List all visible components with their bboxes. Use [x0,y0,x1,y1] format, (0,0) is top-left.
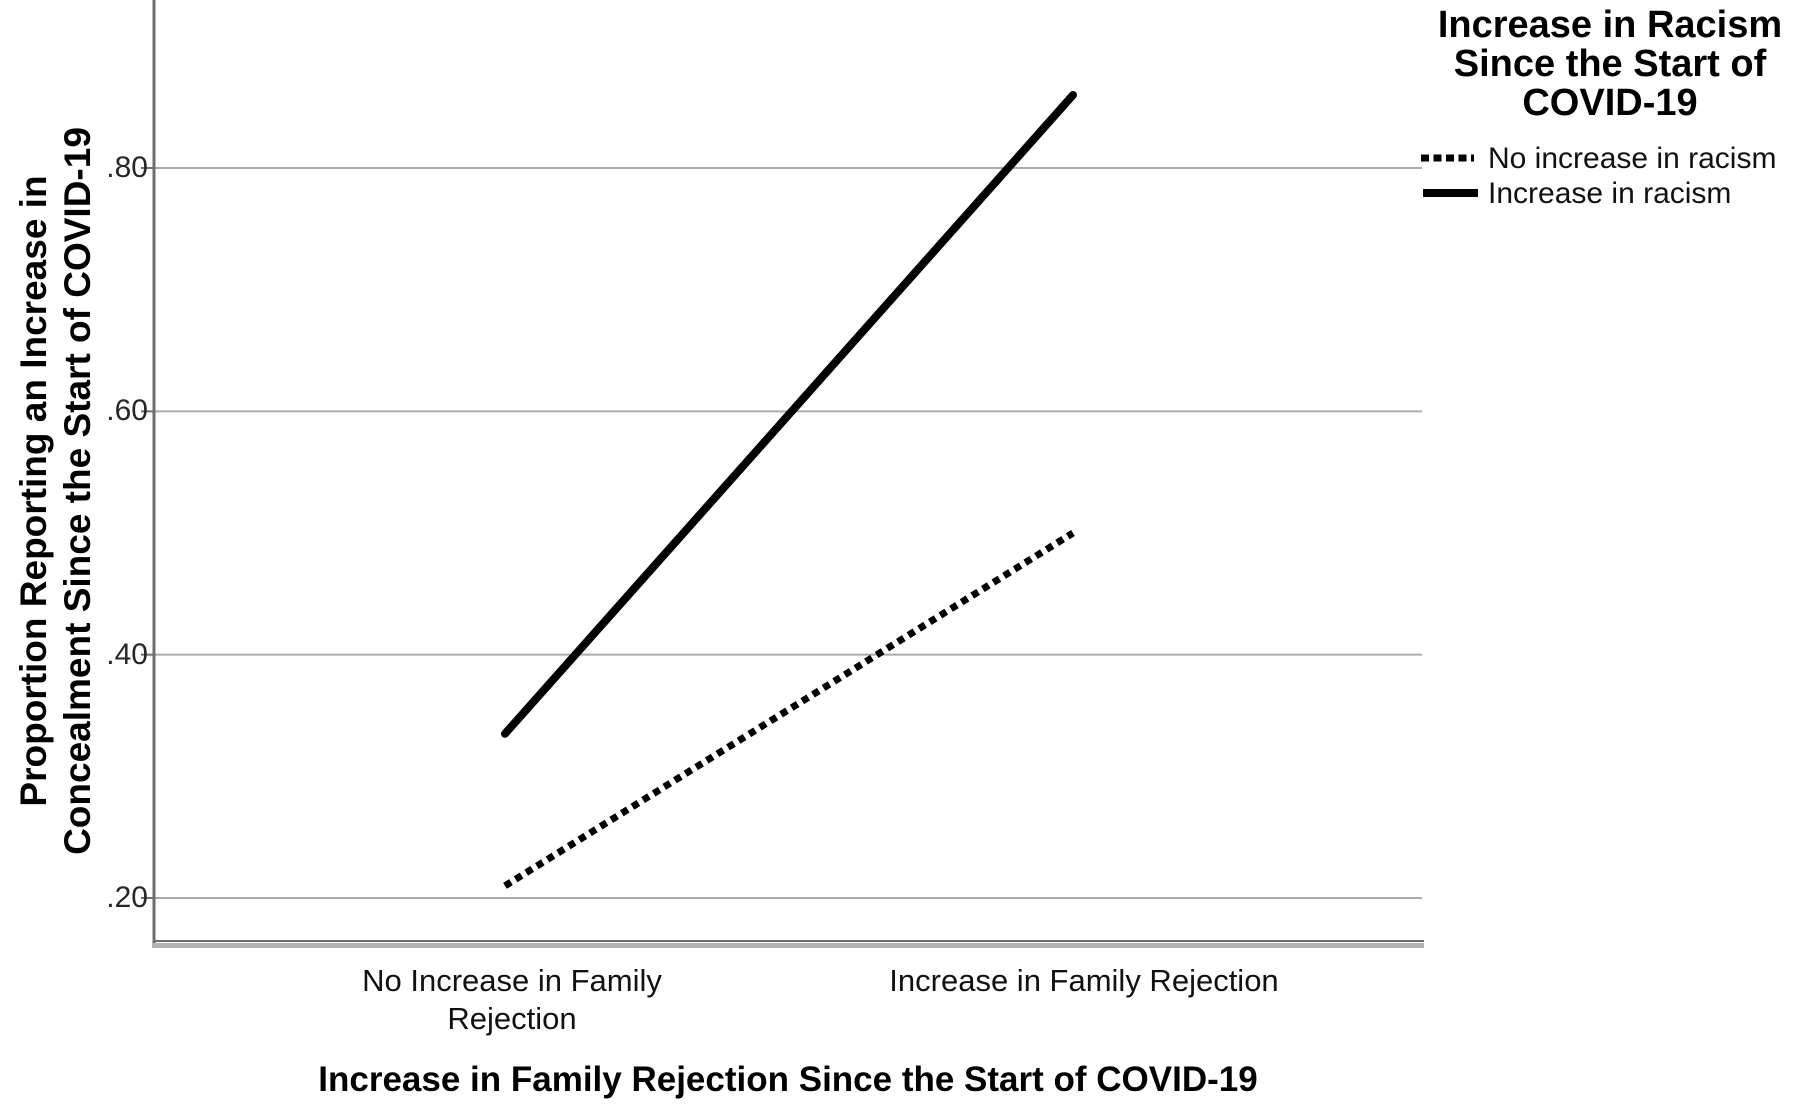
y-tick-marks-group [141,166,154,899]
series-line-increase-in-racism [501,90,1077,738]
legend-label-no-increase-in-racism: No increase in racism [1488,142,1777,175]
series-line-no-increase-in-racism [503,530,1075,889]
y-tick-label: .40 [106,637,148,671]
y-axis-title: Proportion Reporting an Increase in Conc… [13,127,98,855]
y-tick-label: .80 [106,150,148,184]
x-category-label-no-increase: No Increase in Family Rejection [362,963,662,1036]
gridlines-group [155,166,1422,899]
y-tick-label: .20 [106,881,148,914]
legend-title: Increase in Racism Since the Start of CO… [1437,4,1783,124]
x-category-label-increase: Increase in Family Rejection [889,963,1279,998]
legend-label-increase-in-racism: Increase in racism [1488,177,1732,210]
x-axis-title: Increase in Family Rejection Since the S… [318,1060,1258,1099]
y-tick-label: .60 [106,394,148,428]
